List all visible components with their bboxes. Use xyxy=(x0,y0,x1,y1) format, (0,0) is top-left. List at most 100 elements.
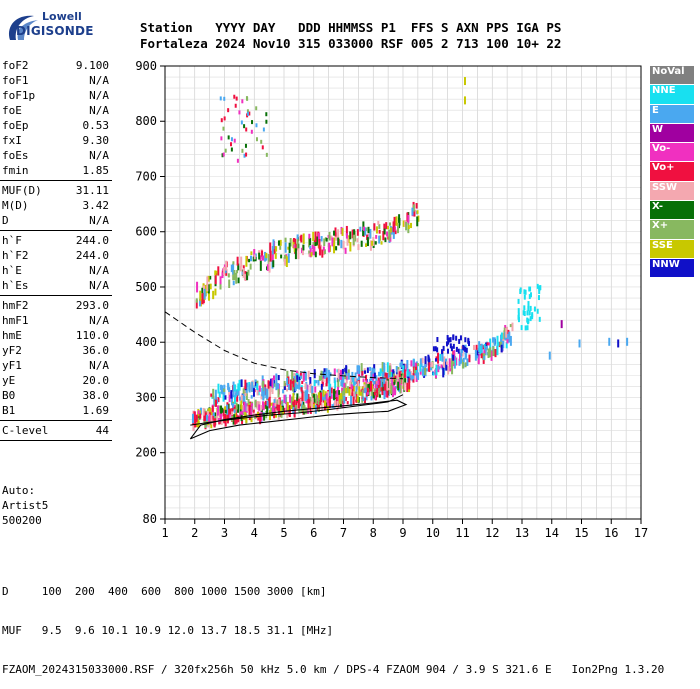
param-row: D N/A xyxy=(0,213,112,228)
echo-point xyxy=(385,381,388,392)
echo-point xyxy=(369,228,372,239)
echo-point xyxy=(402,220,405,227)
echo-point xyxy=(486,342,489,346)
echo-point xyxy=(212,388,215,399)
echo-point xyxy=(336,369,339,373)
auto-code: 500200 xyxy=(2,514,42,527)
echo-point xyxy=(246,96,249,101)
echo-point xyxy=(219,96,222,101)
echo-point xyxy=(347,235,350,243)
echo-point xyxy=(206,410,209,417)
echo-point xyxy=(408,378,411,383)
echo-point xyxy=(234,384,237,392)
echo-point xyxy=(414,363,417,371)
echo-point xyxy=(340,239,343,249)
echo-point xyxy=(308,401,311,408)
echo-point xyxy=(302,392,305,402)
footer-file-line: FZAOM_2024315033000.RSF / 320fx256h 50 k… xyxy=(2,663,665,676)
echo-point xyxy=(342,376,345,384)
echo-point xyxy=(259,413,262,425)
echo-point xyxy=(240,120,243,125)
echo-point xyxy=(317,398,320,402)
echo-point xyxy=(376,383,379,391)
echo-point xyxy=(292,239,295,249)
echo-point xyxy=(204,421,207,429)
param-separator xyxy=(0,420,112,421)
param-name: yE xyxy=(2,374,16,387)
echo-point xyxy=(210,393,213,397)
echo-point xyxy=(309,406,312,414)
echo-point xyxy=(228,279,231,288)
echo-point xyxy=(310,252,313,257)
echo-point xyxy=(323,249,326,255)
echo-point xyxy=(466,358,469,366)
echo-point xyxy=(366,237,369,246)
echo-point xyxy=(389,233,392,238)
echo-point xyxy=(294,248,297,260)
legend-item-nnw: NNW xyxy=(650,258,694,278)
echo-point xyxy=(494,348,497,358)
echo-point xyxy=(358,386,361,396)
echo-point xyxy=(293,399,296,406)
param-name: fxI xyxy=(2,134,22,147)
echo-point xyxy=(410,360,413,367)
echo-point xyxy=(345,233,348,239)
echo-point xyxy=(382,230,385,241)
echo-point xyxy=(391,376,394,386)
footer-muf-line: MUF 9.5 9.6 10.1 10.9 12.0 13.7 18.5 31.… xyxy=(2,624,334,637)
echo-point xyxy=(407,214,410,224)
echo-point xyxy=(242,405,245,413)
echo-point xyxy=(257,388,260,396)
echo-point xyxy=(232,418,235,425)
echo-point xyxy=(293,244,296,248)
echo-point xyxy=(438,366,441,370)
echo-point xyxy=(460,349,463,357)
echo-point xyxy=(309,245,312,250)
echo-point xyxy=(275,373,278,384)
echo-point xyxy=(371,384,374,394)
echo-point xyxy=(449,362,452,369)
echo-point xyxy=(243,124,246,129)
echo-point xyxy=(496,345,499,356)
echo-point xyxy=(224,268,227,274)
echo-point xyxy=(232,381,235,392)
echo-point xyxy=(527,305,530,311)
echo-point xyxy=(453,363,456,369)
echo-point xyxy=(284,237,287,243)
legend-item-noval: NoVal xyxy=(650,66,694,85)
x-tick-label: 13 xyxy=(515,526,529,540)
echo-point xyxy=(449,365,452,372)
echo-point xyxy=(265,252,268,259)
echo-point xyxy=(394,375,397,380)
echo-point xyxy=(243,273,246,281)
echo-point xyxy=(255,413,258,419)
param-name: B0 xyxy=(2,389,16,402)
echo-point xyxy=(208,413,211,424)
echo-point xyxy=(317,232,320,242)
param-value: 244.0 xyxy=(75,234,109,247)
echo-point xyxy=(207,415,210,426)
echo-point xyxy=(388,383,391,391)
echo-point xyxy=(381,388,384,396)
echo-point xyxy=(526,310,529,316)
echo-point xyxy=(272,260,275,268)
echo-point xyxy=(227,403,230,410)
echo-point xyxy=(517,308,520,314)
footer-info: D 100 200 400 600 800 1000 1500 3000 [km… xyxy=(2,559,664,689)
echo-point xyxy=(369,366,372,371)
echo-point xyxy=(279,245,282,250)
echo-point xyxy=(498,341,501,347)
echo-point xyxy=(340,380,343,386)
echo-point xyxy=(279,406,282,412)
echo-point xyxy=(302,244,305,251)
param-row: hmF2 293.0 xyxy=(0,298,112,313)
echo-point xyxy=(323,395,326,401)
echo-point xyxy=(476,355,479,359)
echo-point xyxy=(261,255,264,261)
echo-point xyxy=(217,397,220,403)
legend-item-x-: X+ xyxy=(650,220,694,239)
echo-point xyxy=(245,393,248,400)
station-header: Station YYYY DAY DDD HHMMSS P1 FFS S AXN… xyxy=(140,20,700,52)
echo-point xyxy=(244,379,247,390)
echo-point xyxy=(432,372,435,376)
